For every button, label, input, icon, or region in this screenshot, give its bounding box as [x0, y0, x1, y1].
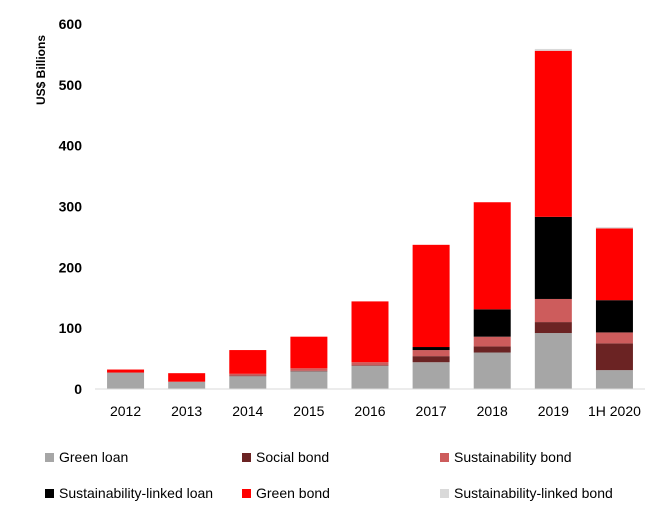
bar-segment: [473, 309, 511, 337]
x-tick-label: 2017: [416, 403, 447, 419]
bar-segment: [229, 373, 267, 376]
y-tick-label: 200: [59, 259, 83, 275]
bar-segment: [351, 365, 389, 389]
legend-swatch: [45, 453, 54, 462]
bar-segment: [412, 356, 450, 363]
bar-segment: [351, 362, 389, 366]
y-tick-label: 0: [74, 381, 82, 397]
bar-segment: [168, 381, 206, 389]
bar-segment: [534, 322, 572, 334]
y-tick-label: 400: [59, 138, 83, 154]
x-tick-label: 2018: [477, 403, 508, 419]
bar-segment: [290, 370, 328, 372]
bar-segment: [229, 376, 267, 389]
y-tick-label: 600: [59, 16, 83, 32]
legend-swatch: [242, 489, 251, 498]
legend-swatch: [45, 489, 54, 498]
bar-segment: [595, 227, 633, 229]
bar-segment: [534, 298, 572, 323]
bar-segment: [351, 365, 389, 366]
x-tick-label: 2014: [232, 403, 263, 419]
legend-swatch: [440, 453, 449, 462]
bar-segment: [595, 228, 633, 301]
bar-segment: [351, 301, 389, 363]
y-tick-label: 300: [59, 199, 83, 215]
bar-segment: [473, 346, 511, 353]
legend-label: Green loan: [59, 449, 128, 465]
bar-segment: [412, 347, 450, 351]
bar-segment: [534, 333, 572, 389]
bar-segment: [595, 332, 633, 344]
bar-segment: [290, 368, 328, 371]
bar-segment: [595, 300, 633, 333]
bar-segment: [290, 336, 328, 369]
bars: [107, 48, 633, 389]
x-axis-ticks: 2012 2013 2014 2015 2016 2017 2018 2019 1H 2020: [110, 403, 641, 419]
bar-segment: [412, 350, 450, 357]
bar-segment: [534, 48, 572, 51]
bar-segment: [412, 362, 450, 389]
x-tick-label: 1H 2020: [588, 403, 641, 419]
x-tick-label: 2015: [293, 403, 324, 419]
legend-label: Sustainability-linked bond: [454, 485, 613, 501]
bar-segment: [168, 373, 206, 382]
x-tick-label: 2016: [354, 403, 385, 419]
bar-segment: [290, 371, 328, 389]
bar-segment: [595, 370, 633, 389]
bar-segment: [229, 375, 267, 377]
bar-segment: [595, 343, 633, 371]
legend-label: Green bond: [256, 485, 330, 501]
x-tick-label: 2012: [110, 403, 141, 419]
legend-swatch: [440, 489, 449, 498]
bar-segment: [473, 202, 511, 310]
y-tick-label: 100: [59, 320, 83, 336]
legend-label: Sustainability-linked loan: [59, 485, 213, 501]
x-tick-label: 2013: [171, 403, 202, 419]
x-tick-label: 2019: [538, 403, 569, 419]
legend-label: Sustainability bond: [454, 449, 572, 465]
bar-segment: [473, 352, 511, 389]
legend-swatch: [242, 453, 251, 462]
bar-segment: [107, 369, 145, 373]
y-axis-ticks: 0 100 200 300 400 500 600: [59, 16, 83, 397]
legend: Green loan Social bond Sustainability bond…: [45, 449, 613, 501]
y-axis-title: US$ Billions: [34, 35, 48, 105]
y-tick-label: 500: [59, 77, 83, 93]
bar-segment: [412, 244, 450, 348]
bar-segment: [107, 372, 145, 389]
bar-segment: [473, 336, 511, 347]
legend-label: Social bond: [256, 449, 329, 465]
bar-segment: [534, 50, 572, 217]
bar-segment: [534, 216, 572, 299]
bar-segment: [229, 350, 267, 374]
